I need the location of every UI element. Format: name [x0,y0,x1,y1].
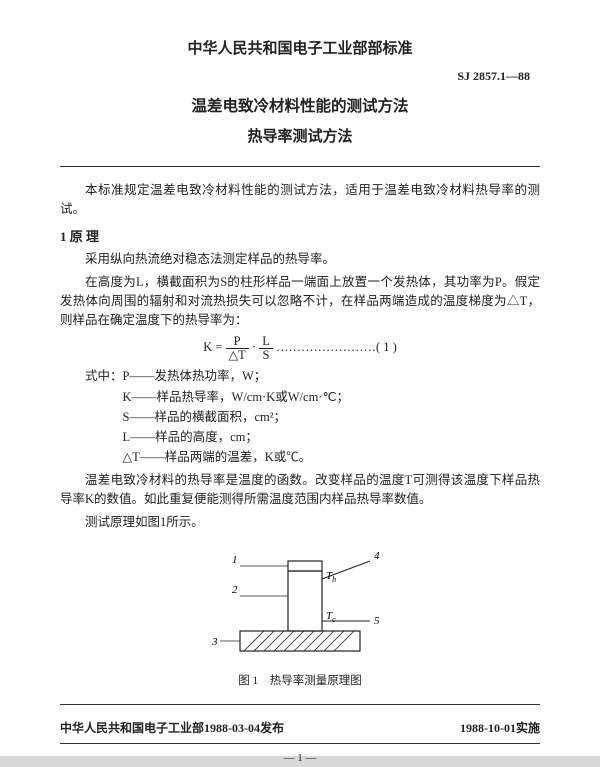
frac-1-num: P [226,335,249,349]
footer-right: 1988-10-01实施 [460,719,540,737]
divider-top [60,166,540,167]
section-1-name: 原 理 [70,229,99,244]
section-1-head: 1 原 理 [60,227,540,247]
fig-Tc-sub: c [332,615,336,624]
divider-footer [60,743,540,744]
sub-title: 热导率测试方法 [60,126,540,149]
para-4: 测试原理如图1所示。 [60,513,540,532]
footer-left: 中华人民共和国电子工业部1988-03-04发布 [60,719,284,737]
defs-prefix-line: 式中：P——发热体热功率，W； [85,367,540,386]
formula-eqnum: ……………………( 1 ) [276,340,397,354]
org-title: 中华人民共和国电子工业部部标准 [60,38,540,61]
figure-1: 1 2 3 4 5 Th Tc [60,541,540,667]
defs-prefix: 式中： [85,369,123,383]
page: 中华人民共和国电子工业部部标准 SJ 2857.1—88 温差电致冷材料性能的测… [0,0,600,756]
def-P: P——发热体热功率，W； [123,369,267,383]
def-dT: △T——样品两端的温差，K或℃。 [123,448,541,467]
svg-text:Tc: Tc [326,610,336,624]
fig-label-5: 5 [374,615,380,627]
para-2: 在高度为L，横截面积为S的柱形样品一端面上放置一个发热体，其功率为P。假定发热体… [60,273,540,329]
standard-code: SJ 2857.1—88 [60,67,540,85]
divider-bottom [60,704,540,705]
frac-1-den: △T [226,349,249,362]
formula-1: K = P △T · L S ……………………( 1 ) [60,335,540,361]
frac-2-num: L [259,335,273,349]
frac-2-den: S [259,349,273,362]
para-3: 温差电致冷材料的热导率是温度的函数。改变样品的温度T可测得该温度下样品热导率K的… [60,471,540,509]
section-1-num: 1 [60,229,67,244]
def-K: K——样品热导率，W/cm·K或W/cm·℃； [123,388,541,407]
figure-svg: 1 2 3 4 5 Th Tc [170,541,430,661]
def-L: L——样品的高度，cm； [123,428,541,447]
frac-1: P △T [226,335,249,361]
main-title: 温差电致冷材料性能的测试方法 [60,95,540,118]
svg-text:Th: Th [326,570,336,584]
formula-dot: · [252,340,256,354]
page-number: — 1 — [60,750,540,767]
fig-Th-sub: h [332,575,336,584]
footer: 中华人民共和国电子工业部1988-03-04发布 1988-10-01实施 [60,719,540,737]
frac-2: L S [259,335,273,361]
fig-label-3: 3 [211,636,218,648]
fig-label-2: 2 [232,584,238,596]
figure-caption: 图 1 热导率测量原理图 [60,673,540,690]
fig-label-4: 4 [374,550,380,562]
formula-lhs: K = [203,340,222,354]
intro-para: 本标准规定温差电致冷材料性能的测试方法，适用于温差电致冷材料热导率的测试。 [60,181,540,219]
def-S: S——样品的横截面积，cm²； [123,408,541,427]
fig-label-1: 1 [232,554,238,566]
para-1: 采用纵向热流绝对稳态法测定样品的热导率。 [60,250,540,269]
definitions: 式中：P——发热体热功率，W； K——样品热导率，W/cm·K或W/cm·℃； … [85,367,540,467]
